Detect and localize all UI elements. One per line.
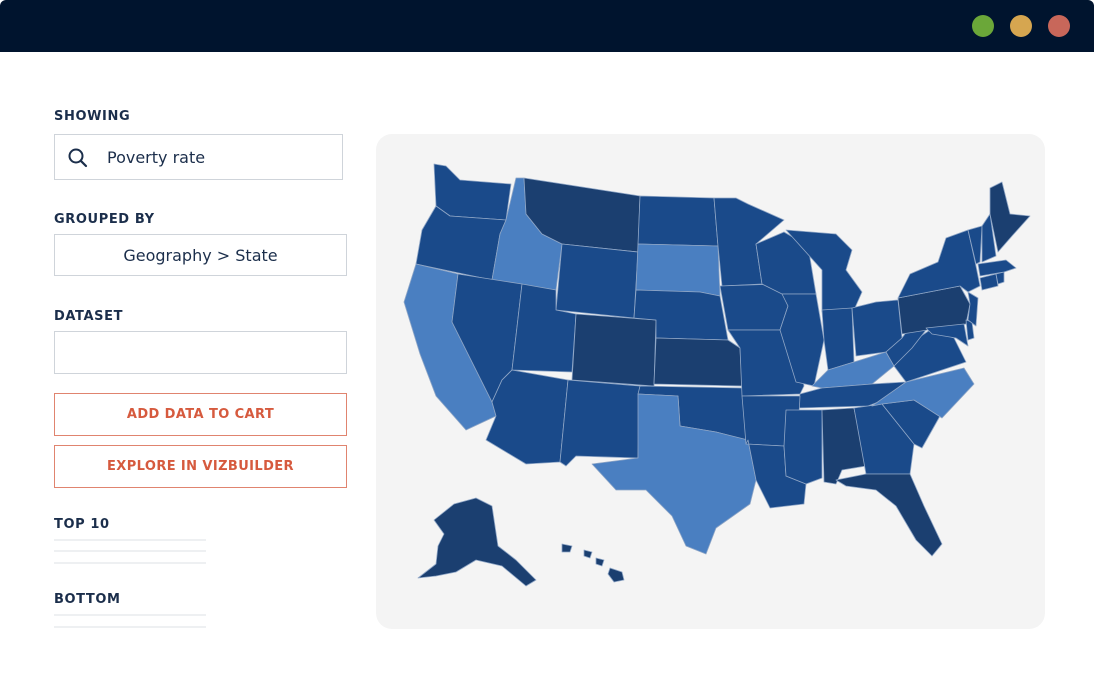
top10-label: TOP 10 (54, 517, 110, 532)
state-new-york[interactable] (897, 229, 981, 299)
grouped-by-value: Geography > State (123, 246, 278, 265)
state-colorado[interactable] (571, 313, 657, 387)
search-input[interactable]: Poverty rate (107, 148, 206, 167)
state-maryland[interactable] (925, 323, 969, 347)
state-washington[interactable] (433, 163, 512, 221)
grouped-by-select[interactable]: Geography > State (54, 234, 347, 276)
state-hawaii[interactable] (561, 543, 625, 583)
state-south-dakota[interactable] (635, 243, 721, 297)
state-north-dakota[interactable] (637, 195, 719, 247)
search-field[interactable]: Poverty rate (54, 134, 343, 180)
add-data-to-cart-button[interactable]: ADD DATA TO CART (54, 393, 347, 436)
state-new-jersey[interactable] (967, 291, 979, 327)
state-vermont[interactable] (967, 225, 983, 265)
state-connecticut[interactable] (979, 273, 999, 291)
dataset-label: DATASET (54, 309, 124, 324)
state-texas[interactable] (591, 393, 757, 555)
state-indiana[interactable] (821, 307, 855, 371)
maximize-button[interactable] (972, 15, 994, 37)
state-wyoming[interactable] (555, 243, 639, 319)
bottom-placeholder-line (54, 614, 206, 616)
state-massachusetts[interactable] (977, 259, 1017, 277)
minimize-button[interactable] (1010, 15, 1032, 37)
showing-label: SHOWING (54, 109, 131, 124)
search-icon (68, 148, 88, 168)
explore-in-vizbuilder-button[interactable]: EXPLORE IN VIZBUILDER (54, 445, 347, 488)
state-kansas[interactable] (653, 337, 743, 387)
state-new-mexico[interactable] (559, 379, 641, 467)
dataset-select[interactable] (54, 331, 347, 374)
top10-placeholder-line (54, 562, 206, 564)
bottom-label: BOTTOM (54, 592, 121, 607)
state-new-hampshire[interactable] (981, 213, 997, 263)
top10-placeholder-line (54, 539, 206, 541)
state-illinois[interactable] (779, 293, 825, 387)
top10-placeholder-line (54, 550, 206, 552)
state-maine[interactable] (989, 181, 1031, 253)
state-north-carolina[interactable] (871, 367, 975, 419)
state-michigan[interactable] (785, 229, 863, 313)
state-mississippi[interactable] (783, 409, 823, 485)
state-alaska[interactable] (417, 497, 537, 587)
state-florida[interactable] (835, 473, 943, 557)
bottom-placeholder-line (54, 626, 206, 628)
close-button[interactable] (1048, 15, 1070, 37)
grouped-by-label: GROUPED BY (54, 212, 155, 227)
map-panel (376, 134, 1045, 629)
window-titlebar (0, 0, 1094, 52)
us-choropleth-map[interactable] (376, 134, 1045, 629)
